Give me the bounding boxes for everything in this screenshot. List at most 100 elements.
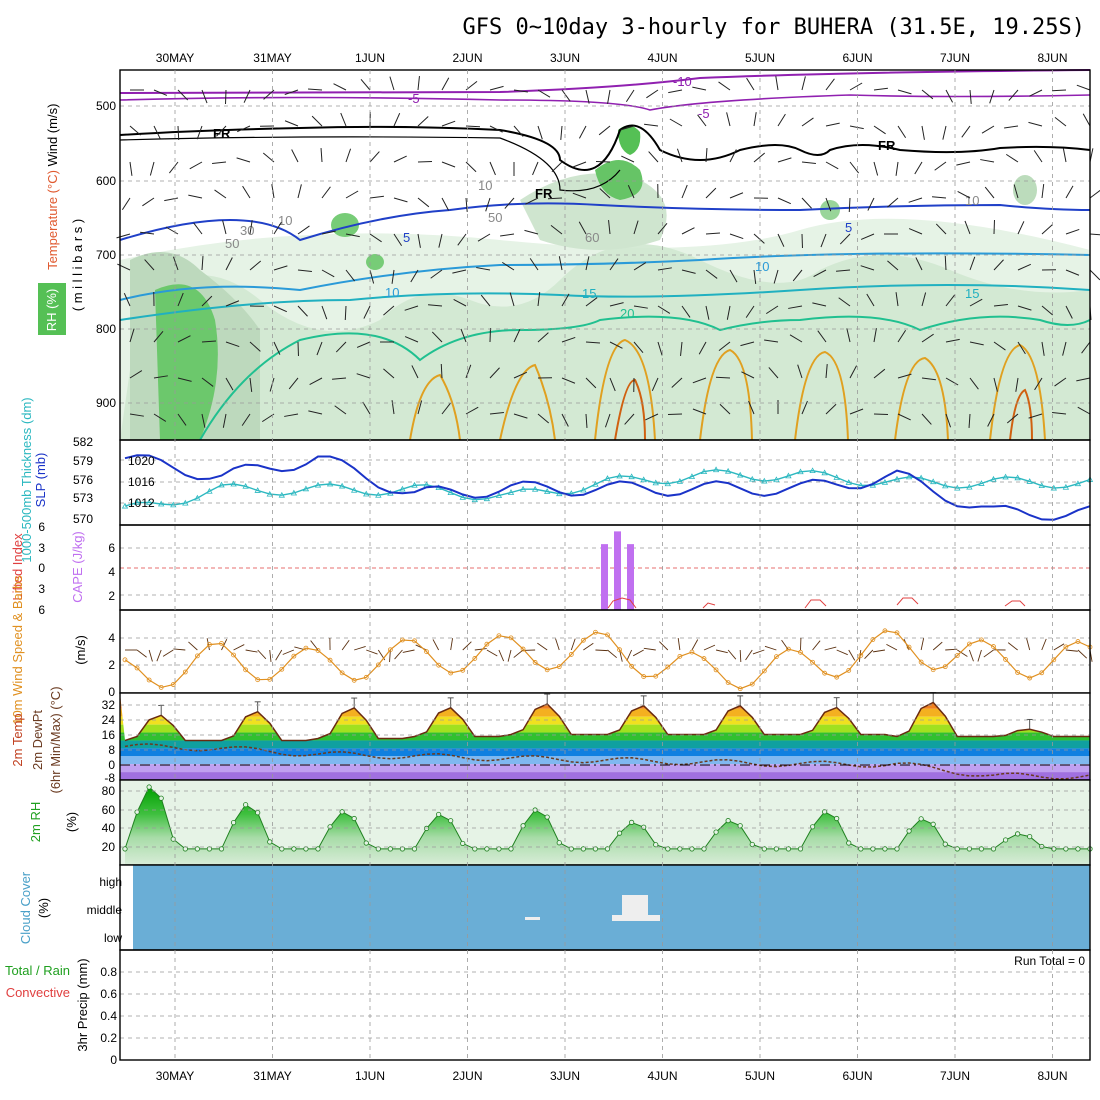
wind-barb [513, 89, 528, 93]
wind-barb [813, 269, 827, 278]
thickness-marker [326, 480, 334, 487]
wind-barb [681, 269, 696, 274]
slp-tick: 1020 [128, 454, 155, 468]
wind10-marker [761, 668, 767, 674]
rh-marker [858, 846, 864, 852]
thickness-marker [133, 499, 141, 506]
wind-barb [753, 233, 765, 244]
thickness-marker [773, 476, 780, 483]
wind10-barb [269, 649, 272, 662]
wind10-barb [595, 649, 608, 652]
wind10-marker [339, 670, 345, 676]
precip-panel: Run Total = 0 0.8 0.6 0.4 0.2 0 Total / … [5, 949, 1091, 1067]
wind-barb [705, 187, 717, 199]
temp-line [124, 701, 1090, 742]
wind-barb [249, 341, 261, 352]
thickness-marker [194, 494, 201, 501]
wind-barb [836, 269, 851, 272]
wind-barb [740, 341, 755, 347]
wind-barb [201, 413, 206, 428]
rh-marker [315, 846, 321, 852]
wind-barb [513, 329, 521, 343]
wind10-marker [508, 635, 514, 641]
wind10-barb [739, 649, 742, 663]
wind-barb [797, 364, 803, 379]
wind-barb [792, 269, 803, 282]
rh-marker [725, 818, 731, 824]
wind-barb [860, 233, 875, 240]
rh-marker [387, 846, 393, 852]
date-label-top: 7JUN [940, 51, 970, 65]
thickness-marker [411, 481, 418, 488]
wind-barb [746, 77, 755, 91]
wind-barb [572, 192, 587, 199]
rh-marker [737, 823, 743, 829]
wind10-barb [968, 649, 974, 662]
wind-barb [987, 413, 995, 427]
wind10-marker [1063, 644, 1069, 650]
wind10-barb [450, 638, 454, 651]
wind-barb [393, 233, 403, 247]
wind-barb [777, 157, 792, 163]
wind-barb [391, 400, 395, 415]
wind10-marker [810, 659, 815, 665]
wind10-marker [219, 641, 224, 646]
rh2m-unit: (%) [64, 812, 79, 832]
wind-barb [441, 161, 456, 168]
thickness-marker [266, 490, 273, 497]
wind-barb [284, 120, 299, 127]
wind10-barb [162, 649, 174, 657]
wind-barb [921, 377, 936, 381]
cape-tick: 4 [108, 565, 115, 579]
rh-marker [978, 846, 985, 852]
wind-barb [369, 195, 384, 199]
wind-barb [476, 267, 491, 271]
thickness-marker [845, 479, 852, 485]
wind-barb [431, 331, 443, 343]
wind-barb [764, 339, 779, 343]
wind10-marker [255, 677, 261, 683]
wind-barb [801, 400, 808, 415]
wind-barb [465, 364, 472, 379]
wind-barb [984, 186, 995, 199]
thickness-marker [640, 476, 647, 483]
thickness-marker [375, 491, 382, 498]
rh-marker [448, 818, 454, 824]
wind-barb [633, 341, 644, 354]
wind-barb [465, 161, 477, 173]
date-label-top: 4JUN [647, 51, 677, 65]
wind-barb [149, 161, 155, 176]
wind-barb [383, 368, 395, 379]
minmax-label: (6hr Min/Max) (°C) [48, 686, 63, 793]
wind-barb [657, 341, 663, 356]
rh-marker [906, 828, 912, 834]
temp-tick: 24 [102, 713, 116, 727]
wind-barb [1041, 184, 1045, 199]
wind10-marker [580, 637, 586, 643]
wind-barb [561, 413, 569, 427]
wind-barb [609, 377, 616, 392]
thickness-marker [495, 492, 503, 498]
wind10-marker [713, 667, 719, 673]
wind10-barb [607, 649, 617, 659]
lifted-tick: 3 [38, 541, 45, 555]
wind-barb [680, 341, 683, 356]
wind-barb [585, 377, 597, 389]
thickness-marker [749, 475, 756, 482]
wind-barb [551, 161, 563, 173]
wind-barb [1082, 113, 1091, 127]
rh-marker [785, 846, 792, 852]
thickness-tick: 579 [73, 454, 93, 468]
wind-barb [332, 377, 347, 380]
wind10-barb [727, 649, 737, 660]
wind10-barb [873, 649, 886, 653]
thickness-marker [604, 475, 611, 481]
wind-barb [196, 125, 203, 140]
wind-barb [513, 413, 528, 419]
wind-barb [801, 76, 806, 91]
wind10-barb [957, 649, 968, 657]
wind10-marker [737, 686, 743, 692]
cape-panel: 6 3 0 3 6 6 4 2 Lifted Index CAPE (J/kg) [10, 520, 1091, 617]
thickness-marker [447, 489, 454, 496]
wind-barb [681, 184, 688, 199]
